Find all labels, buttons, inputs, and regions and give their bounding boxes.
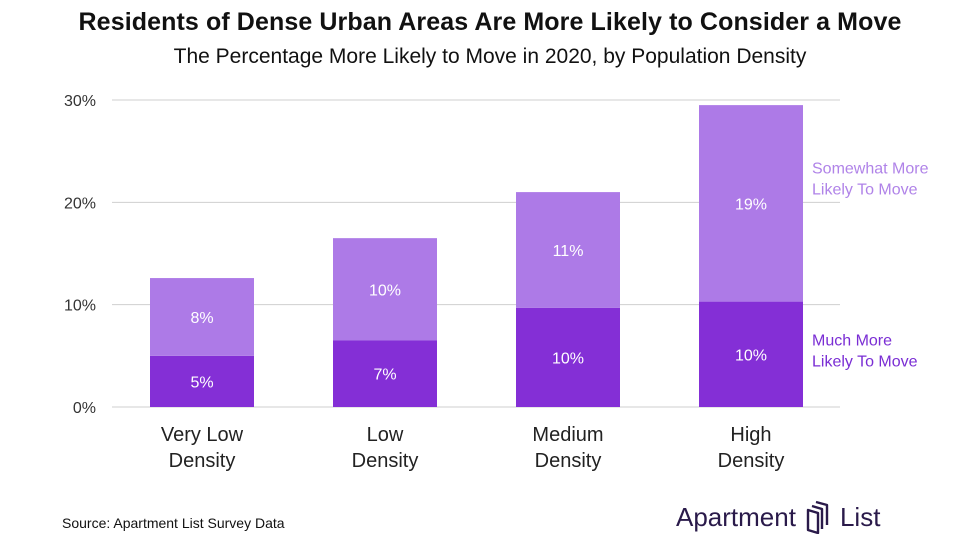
x-tick-label: Low <box>367 424 404 446</box>
bar-segment-somewhat-more <box>699 105 803 302</box>
apartment-list-logo: Apartment List <box>676 500 880 534</box>
bar-data-label: 8% <box>190 310 213 327</box>
logo-word-list: List <box>839 501 881 532</box>
legend-label: Somewhat More <box>812 160 929 177</box>
x-tick-label: Density <box>535 450 602 472</box>
legend-label: Much More <box>812 332 892 349</box>
x-tick-label: Density <box>352 450 419 472</box>
bar-data-label: 5% <box>190 374 213 391</box>
bar-data-label: 11% <box>553 243 584 260</box>
bar-segment-much-more <box>516 307 620 407</box>
legend-label: Likely To Move <box>812 353 918 370</box>
bar-data-label: 10% <box>552 350 584 367</box>
bar-segment-much-more <box>150 355 254 407</box>
y-tick-label: 10% <box>64 298 96 315</box>
x-tick-label: Very Low <box>161 424 244 446</box>
x-tick-label: Medium <box>532 424 603 446</box>
logo-word-apartment: Apartment <box>676 501 796 532</box>
y-tick-label: 0% <box>73 400 96 417</box>
source-note: Source: Apartment List Survey Data <box>62 515 285 531</box>
bar-segment-somewhat-more <box>150 278 254 356</box>
bar-segment-much-more <box>333 340 437 407</box>
bar-data-label: 19% <box>735 196 767 213</box>
x-tick-label: Density <box>718 450 785 472</box>
bar-data-label: 10% <box>735 347 767 364</box>
chart-subtitle: The Percentage More Likely to Move in 20… <box>173 45 807 68</box>
x-tick-label: High <box>730 424 771 446</box>
y-tick-label: 30% <box>64 93 96 110</box>
x-tick-label: Density <box>169 450 236 472</box>
bar-data-label: 10% <box>369 282 401 299</box>
apartment-list-logo-icon <box>806 500 829 534</box>
y-tick-label: 20% <box>64 195 96 212</box>
bar-segment-much-more <box>699 301 803 407</box>
bar-data-label: 7% <box>373 367 396 384</box>
stacked-bar-chart: 0% 10% 20% 30% 5% 8% Very Low Density 7% 10% Low De… <box>64 93 929 472</box>
bar-segment-somewhat-more <box>516 192 620 308</box>
legend-label: Likely To Move <box>812 181 918 198</box>
chart-title: Residents of Dense Urban Areas Are More … <box>78 8 902 36</box>
bar-segment-somewhat-more <box>333 238 437 341</box>
